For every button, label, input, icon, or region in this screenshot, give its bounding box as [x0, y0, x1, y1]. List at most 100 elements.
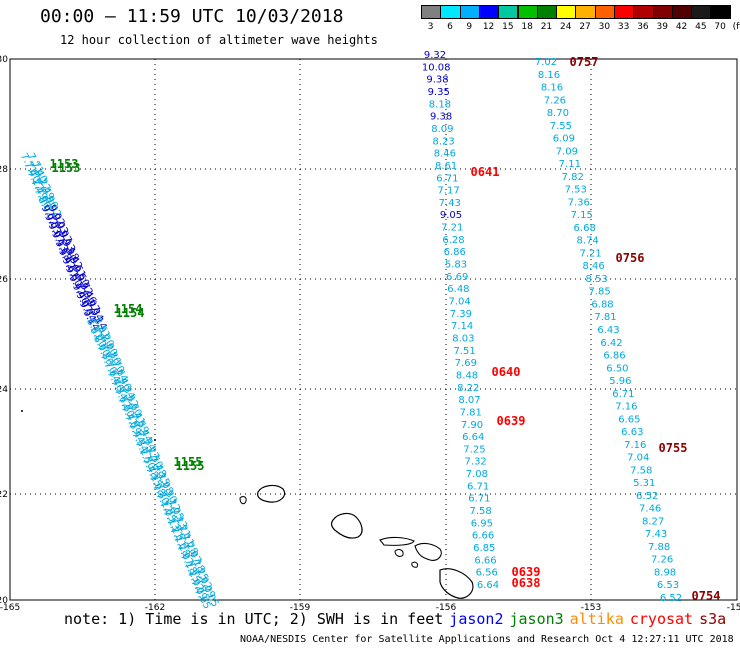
pass-time-label: 0640: [492, 365, 521, 379]
swh-value: 8.46: [434, 149, 456, 160]
swh-value: 8.53: [585, 274, 607, 285]
y-tick-label: 20: [0, 596, 8, 606]
swh-value: 7.16: [615, 402, 637, 413]
swh-value: 7.82: [562, 172, 584, 183]
swh-value: 9.35: [428, 87, 450, 98]
pass-time-label: 1154: [114, 302, 143, 316]
swh-value: 7.14: [451, 321, 473, 332]
pass-time-label: 0638: [512, 576, 541, 590]
swh-value: 7.21: [441, 223, 463, 234]
legend-label: 33: [617, 22, 630, 32]
pass-time-label: 1153: [50, 157, 79, 171]
swh-value: 7.11: [559, 159, 581, 170]
pass-time-label: 1153: [52, 161, 81, 175]
satellite-legend-item: cryosat: [629, 610, 694, 628]
swh-value: 7.32: [465, 457, 487, 468]
x-tick-label: -165: [0, 603, 20, 613]
legend-label: 27: [579, 22, 591, 32]
swh-value: 6.86: [444, 247, 466, 258]
swh-value: 6.48: [447, 284, 469, 295]
swh-value: 9.32: [424, 50, 446, 61]
swh-value: 7.53: [565, 185, 587, 196]
island-oahu: [330, 512, 363, 539]
swh-value: 7.04: [449, 297, 471, 308]
y-tick-label: 22: [0, 490, 8, 500]
swh-value: 7.26: [544, 95, 566, 106]
pass-time-label: 0754: [692, 589, 721, 603]
y-tick-label: 24: [0, 385, 8, 395]
legend-label: 21: [540, 22, 553, 32]
swh-value: 8.03: [452, 333, 474, 344]
pass-time-label: 1155: [174, 455, 203, 469]
swh-value: 6.71: [436, 173, 458, 184]
swh-value: 7.15: [571, 210, 593, 221]
swh-value: 6.09: [553, 134, 575, 145]
satellite-legend-item: altika: [569, 610, 624, 628]
pass-time-label: 0639: [497, 414, 526, 428]
pass-time-label: 1155: [176, 459, 205, 473]
legend-swatch: [710, 5, 731, 19]
swh-value: 8.27: [642, 516, 664, 527]
swh-value: 6.42: [600, 338, 622, 349]
swh-value: 8.61: [435, 161, 457, 172]
x-tick-label: -150: [727, 603, 740, 613]
island-lanai: [394, 549, 404, 557]
legend-label: 12: [482, 22, 495, 32]
swh-value: 6.71: [467, 481, 489, 492]
swh-value: 8.07: [458, 395, 480, 406]
legend-label: (ft): [732, 22, 740, 32]
swh-value: 8.46: [582, 261, 604, 272]
map-frame: [9, 58, 738, 601]
pass-time-label: 0641: [471, 165, 500, 179]
swh-value: 9.38: [430, 112, 452, 123]
swh-value: 8.16: [538, 70, 560, 81]
swh-value: 6.28: [442, 235, 464, 246]
swh-value: 6.66: [474, 555, 496, 566]
swh-value: 8.16: [541, 83, 563, 94]
islet-dot: [154, 439, 156, 441]
west-swath-tracks: 7.717.407.227.497.968.029.029.039.079.13…: [18, 151, 221, 611]
legend-label: 6: [447, 22, 453, 32]
island-niihau: [239, 496, 247, 505]
swh-value: 5.96: [609, 376, 631, 387]
swh-value: 7.58: [630, 465, 652, 476]
legend-label: 36: [637, 22, 649, 32]
swh-value: 6.68: [574, 223, 596, 234]
swh-value: 6.56: [476, 568, 498, 579]
pass-time-label: 0756: [616, 251, 645, 265]
swh-value: 6.95: [471, 518, 493, 529]
swh-value: 7.46: [639, 504, 661, 515]
map-border: [9, 58, 738, 601]
satellite-legend: jason2 jason3 altika cryosat s3a: [443, 610, 726, 628]
swh-value: 8.98: [654, 567, 676, 578]
satellite-legend-item: jason2: [449, 610, 504, 628]
island-molokai: [379, 536, 415, 546]
swh-value: 6.71: [468, 494, 490, 505]
x-tick-label: -159: [290, 603, 311, 613]
island-hawaii: [439, 568, 474, 599]
swh-value: 6.86: [603, 351, 625, 362]
footer-credit: NOAA/NESDIS Center for Satellite Applica…: [240, 634, 734, 645]
swh-value: 6.66: [472, 531, 494, 542]
swh-value: 8.09: [431, 124, 453, 135]
swh-value: 7.85: [588, 287, 610, 298]
legend-label: 42: [675, 22, 688, 32]
legend-label: 30: [598, 22, 611, 32]
swh-value: 5.83: [445, 260, 467, 271]
swh-value: 8.18: [429, 99, 451, 110]
swh-value: 8.74: [577, 236, 599, 247]
swh-value: 7.43: [645, 529, 667, 540]
swh-value: 7.25: [463, 444, 485, 455]
swh-value: 7.17: [437, 186, 459, 197]
swh-value: 7.51: [453, 346, 475, 357]
pass-time-label: 0755: [659, 441, 688, 455]
satellite-legend-item: s3a: [699, 610, 727, 628]
swh-value: 6.52: [660, 593, 682, 604]
swh-value: 7.90: [461, 420, 483, 431]
pass-time-label: 0639: [512, 565, 541, 579]
swh-value: 10.08: [422, 62, 451, 73]
footer-note-text: note: 1) Time is in UTC; 2) SWH is in fe…: [64, 610, 444, 628]
x-tick-label: -162: [145, 603, 165, 613]
